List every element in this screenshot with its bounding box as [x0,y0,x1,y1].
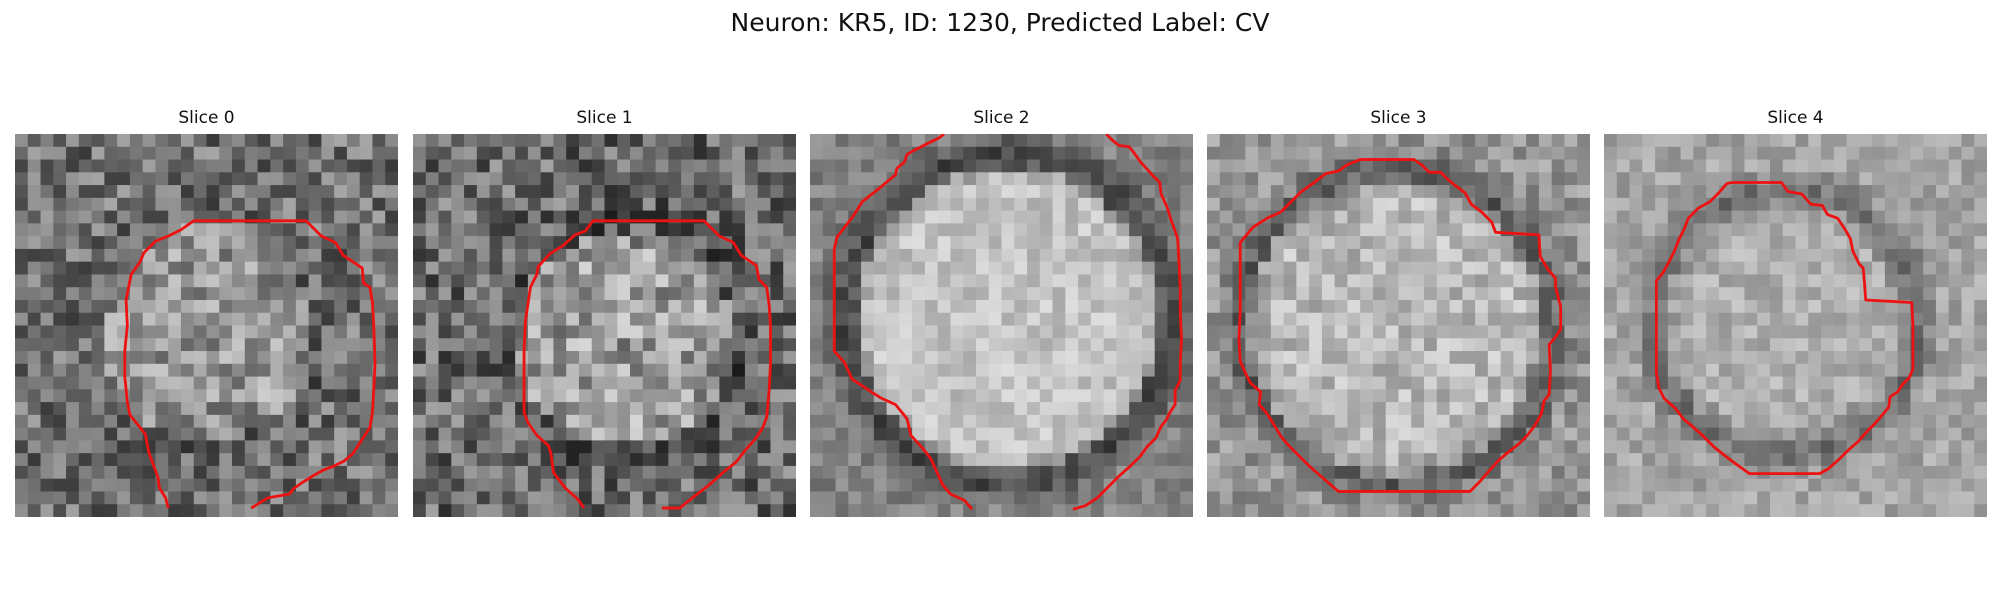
slice-image [1207,134,1590,517]
slice-panel-1: Slice 1 [413,106,796,518]
slice-image [810,134,1193,517]
roi-contour [1654,181,1915,475]
slice-title: Slice 2 [973,108,1030,128]
roi-contour [522,219,772,510]
pixel-grid [1207,134,1590,517]
roi-contour [1072,134,1183,511]
slice-title: Slice 1 [576,108,633,128]
slice-panel-3: Slice 3 [1207,106,1590,518]
slice-panel-4: Slice 4 [1604,106,1987,518]
figure-title: Neuron: KR5, ID: 1230, Predicted Label: … [730,8,1270,37]
slice-title: Slice 0 [178,108,235,128]
slice-title: Slice 3 [1370,108,1427,128]
slice-panel-0: Slice 0 [15,106,398,518]
pixel-grid [1604,134,1987,517]
pixel-grid [15,134,398,517]
slice-title: Slice 4 [1767,108,1824,128]
roi-contour [123,219,377,510]
slice-image [413,134,796,517]
roi-contour [1237,158,1563,493]
slice-image [15,134,398,517]
pixel-grid [413,134,796,517]
roi-contour [832,134,974,511]
slice-panel-2: Slice 2 [810,106,1193,518]
slice-image [1604,134,1987,517]
